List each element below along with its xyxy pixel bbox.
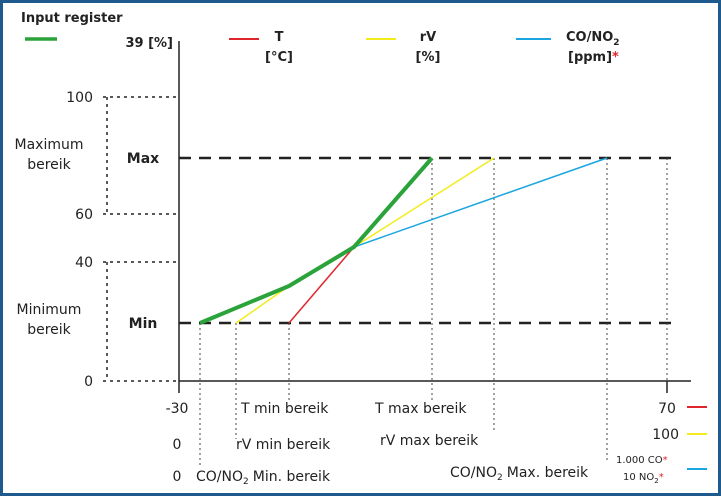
x-co-max-b: Max. bereik <box>507 465 589 481</box>
legend-co-unit: [ppm] <box>568 50 612 65</box>
y-tick-60: 60 <box>75 207 93 223</box>
series-rv-line <box>235 157 495 324</box>
x-rv-max-label: rV max bereik <box>380 433 479 449</box>
legend: Input register 39 [%] T [°C] rV [%] CO/N… <box>21 11 620 65</box>
chart-frame: Input register 39 [%] T [°C] rV [%] CO/N… <box>3 3 718 493</box>
max-label: Max <box>127 151 159 167</box>
range-max-line1: Maximum <box>15 137 84 153</box>
legend-t-line1: T <box>275 30 284 45</box>
chart-svg: Input register 39 [%] T [°C] rV [%] CO/N… <box>15 11 707 487</box>
y-tick-0: 0 <box>84 374 93 390</box>
legend-co-line2: [ppm]* <box>568 50 619 65</box>
x-co-min-sub: 2 <box>243 477 249 487</box>
x-co-max-a: CO/NO <box>450 465 497 481</box>
x-t-min-value: -30 <box>166 401 189 417</box>
x-co-max-sub: 2 <box>497 473 503 483</box>
x-co-end-2: 10 NO <box>623 472 654 483</box>
range-max-line2: bereik <box>27 157 71 173</box>
range-min-line1: Minimum <box>17 302 82 318</box>
x-co-end-line2: 10 NO2* <box>623 472 664 485</box>
x-rv-min-value: 0 <box>173 437 182 453</box>
y-tick-100: 100 <box>66 90 93 106</box>
x-co-min-label: CO/NO2 Min. bereik <box>196 469 331 487</box>
x-co-end-2-star: * <box>659 472 664 483</box>
x-co-min-b: Min. bereik <box>253 469 331 485</box>
x-t-max-label: T max bereik <box>374 401 467 417</box>
x-rv-end-value: 100 <box>652 427 679 443</box>
x-co-min-value: 0 <box>173 469 182 485</box>
series-t-line <box>288 246 355 324</box>
x-co-end-1: 1.000 CO <box>616 455 663 466</box>
x-co-max-label: CO/NO2 Max. bereik <box>450 465 589 483</box>
legend-input-line2: 39 [%] <box>125 36 173 51</box>
legend-co-sub: 2 <box>613 38 619 48</box>
legend-t-line2: [°C] <box>265 50 293 65</box>
legend-co-text: CO/NO <box>566 30 613 45</box>
x-co-end-1-star: * <box>663 455 668 466</box>
x-co-end-line1: 1.000 CO* <box>616 455 668 466</box>
drop-lines <box>199 158 668 465</box>
series-input-line <box>199 156 434 325</box>
x-t-end-value: 70 <box>658 401 676 417</box>
y-tick-40: 40 <box>75 255 93 271</box>
legend-input-line1: Input register <box>21 11 123 26</box>
legend-rv-line1: rV <box>420 30 436 45</box>
x-co-min-a: CO/NO <box>196 469 243 485</box>
range-min-line2: bereik <box>27 322 71 338</box>
x-co-end-sub: 2 <box>654 477 658 485</box>
legend-co-line1: CO/NO2 <box>566 30 620 48</box>
y-leaders <box>103 96 179 382</box>
x-rv-min-label: rV min bereik <box>236 437 331 453</box>
min-label: Min <box>129 316 158 332</box>
legend-co-star: * <box>612 50 619 65</box>
x-t-min-label: T min bereik <box>240 401 329 417</box>
legend-rv-line2: [%] <box>416 50 441 65</box>
